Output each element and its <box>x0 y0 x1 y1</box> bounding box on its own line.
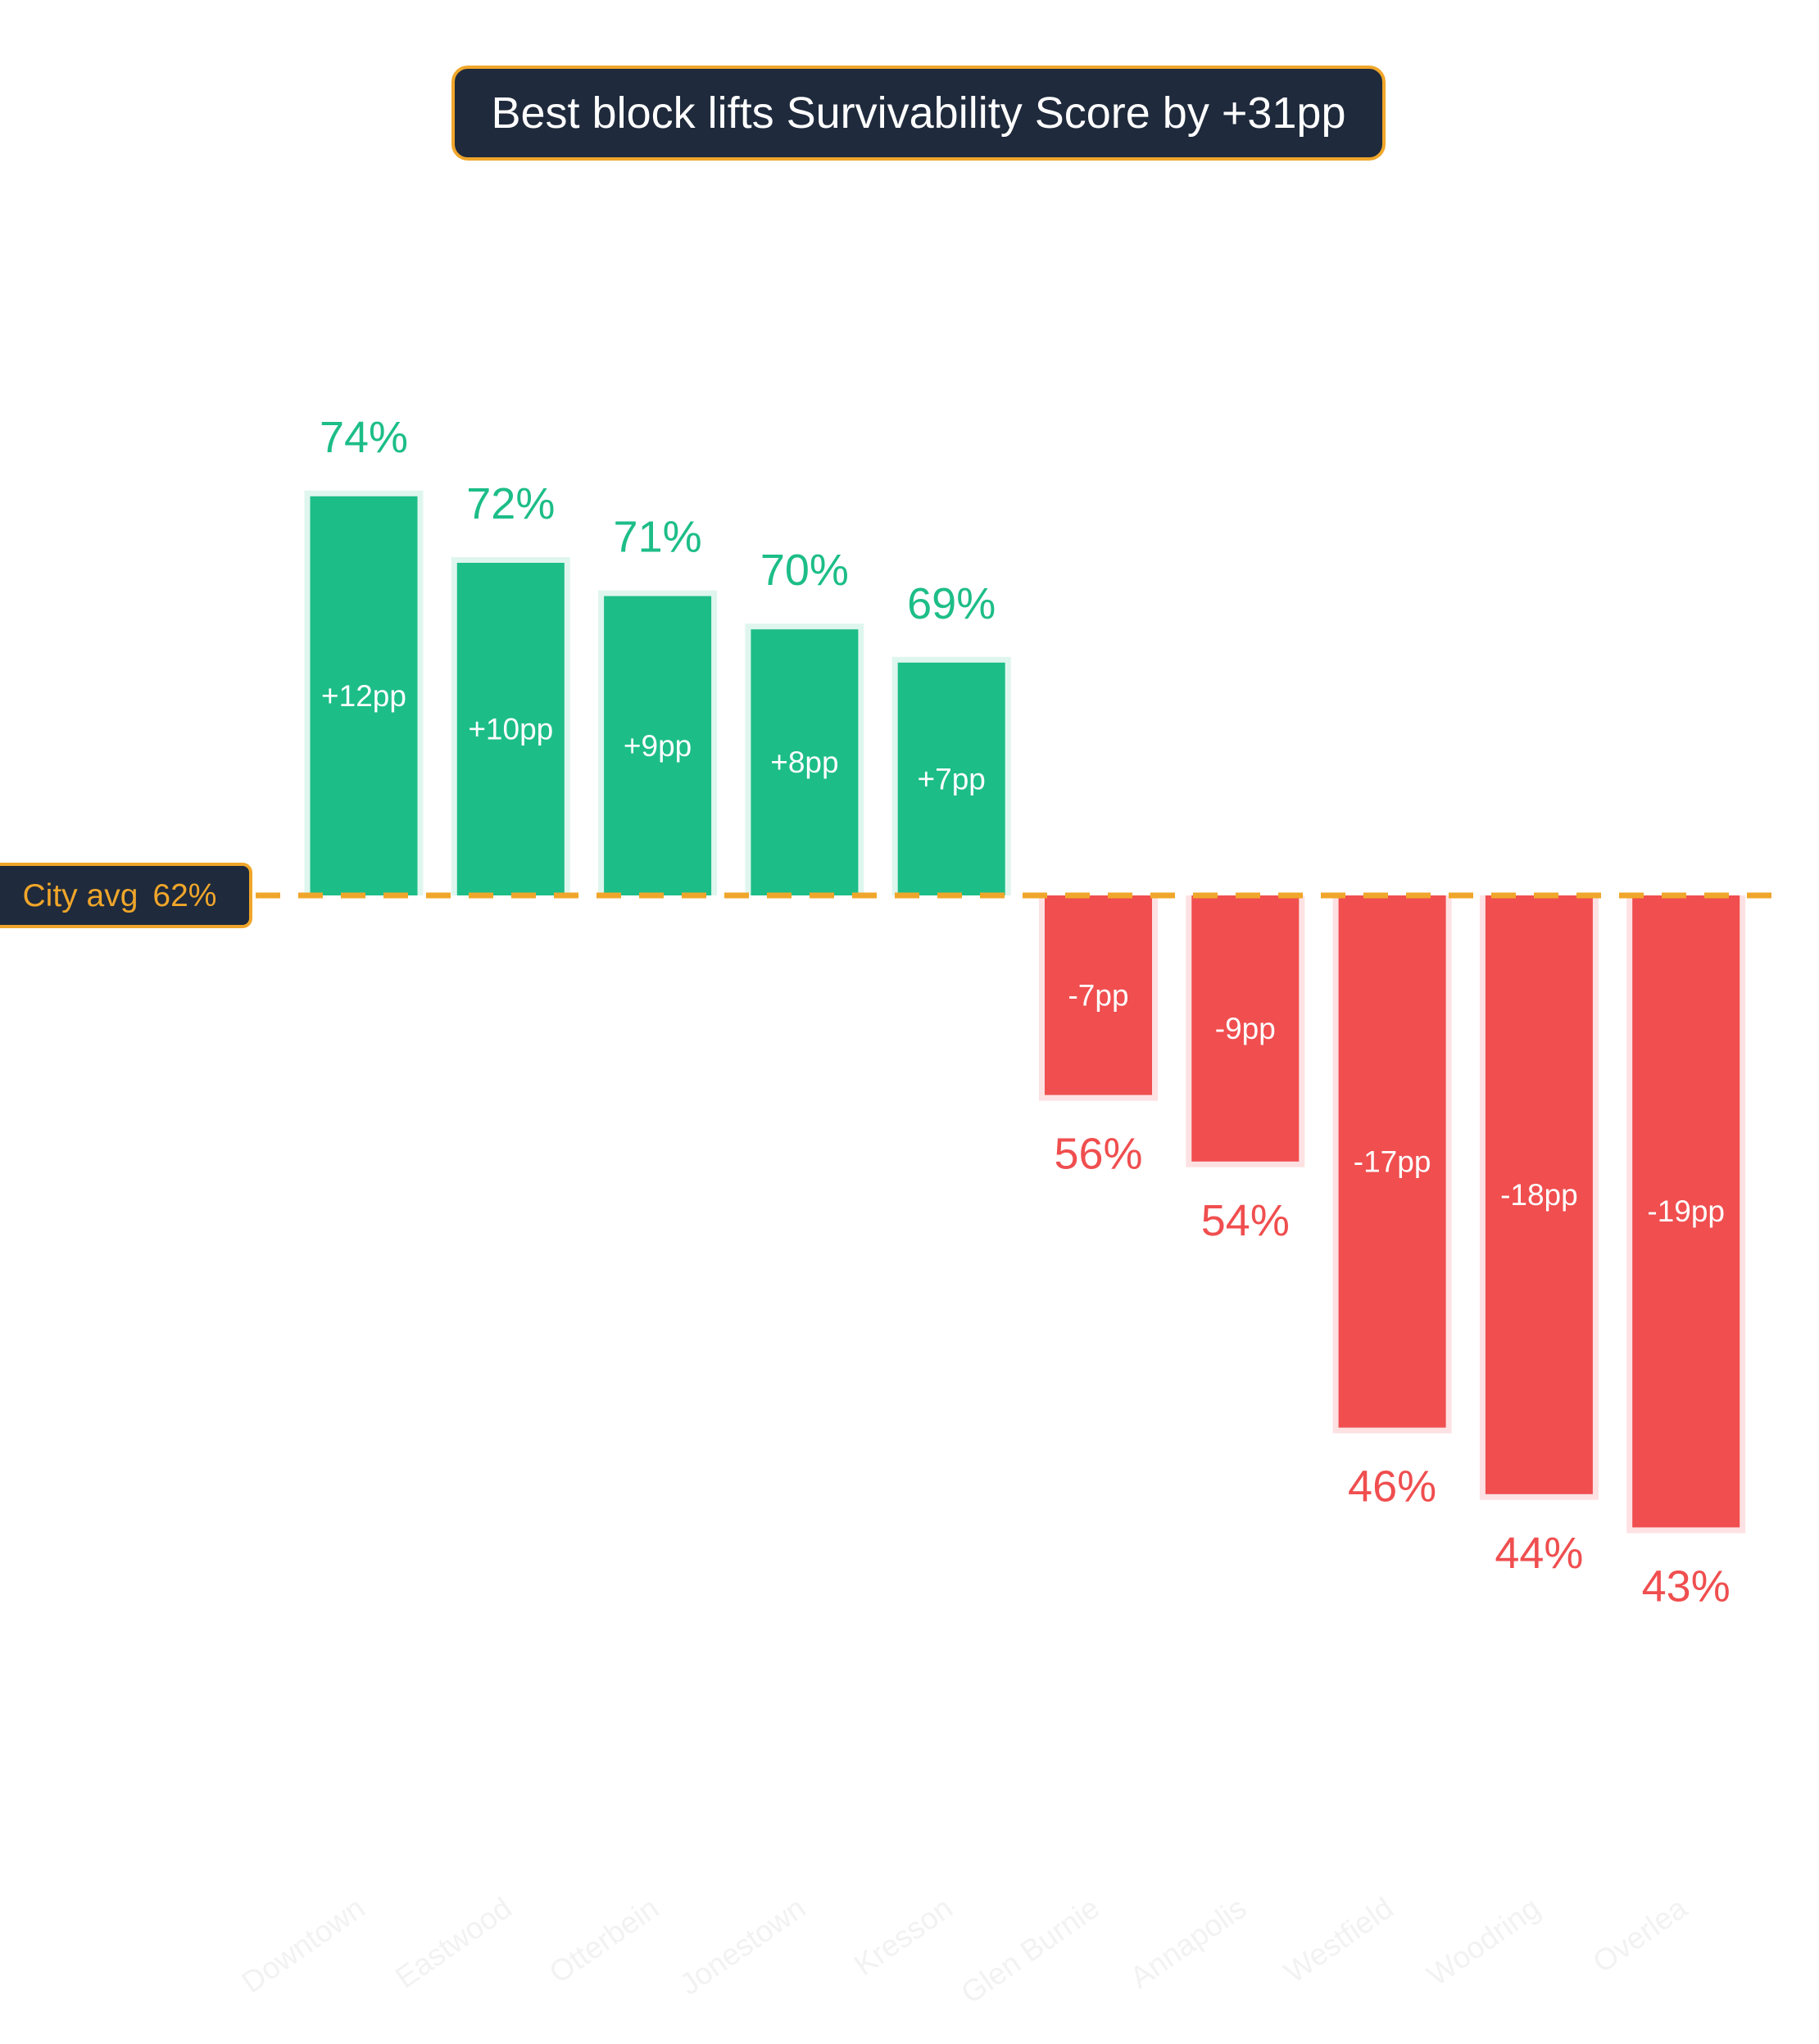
baseline-layer: City avg 62% <box>0 863 1786 928</box>
category-tick-label: Overlea <box>1587 1891 1694 1979</box>
bar <box>751 629 859 895</box>
bar-value-label: 69% <box>907 579 996 628</box>
bar-delta-label: +12pp <box>321 679 406 713</box>
city-average-badge-text: City avg 62% <box>23 878 217 913</box>
bar-group: -19pp 43% Overlea <box>1587 895 1746 1979</box>
bar-delta-label: +10pp <box>468 713 553 746</box>
bar-value-label: 70% <box>760 546 849 595</box>
title-badge <box>451 66 1386 161</box>
bar-value-label: 54% <box>1201 1196 1290 1245</box>
bars-layer: +12pp 74% Downtown +10pp 72% Eastwood +9pp 71% O… <box>236 413 1746 2010</box>
bar-value-label: 74% <box>320 413 408 462</box>
bar <box>310 496 418 895</box>
category-tick-label: Otterbein <box>543 1891 665 1990</box>
bar-value-label: 56% <box>1054 1130 1142 1179</box>
bar-group: -17pp 46% Westfield <box>1278 895 1452 1989</box>
bar-value-label: 46% <box>1348 1462 1436 1511</box>
bar-group: -7pp 56% Glen Burnie <box>955 895 1158 2010</box>
bar-group: -18pp 44% Woodring <box>1421 895 1599 1992</box>
category-tick-label: Kresson <box>848 1891 959 1982</box>
bar <box>604 596 712 895</box>
bar-delta-label: -18pp <box>1500 1178 1578 1212</box>
bar <box>1191 895 1300 1162</box>
bar <box>1338 895 1446 1428</box>
chart-title: Best block lifts Survivability Score by … <box>492 88 1346 138</box>
city-average-label: City avg <box>23 878 138 913</box>
title-layer: Best block lifts Survivability Score by … <box>451 66 1386 161</box>
bar-value-label: 44% <box>1495 1529 1583 1578</box>
bar <box>897 662 1005 895</box>
bar-group: +7pp 69% Kresson <box>848 579 1011 1982</box>
bar <box>1632 895 1740 1528</box>
category-tick-label: Westfield <box>1278 1891 1399 1989</box>
bar-group: +12pp 74% Downtown <box>236 413 424 2000</box>
city-average-badge <box>0 863 252 928</box>
bar-delta-label: +7pp <box>918 762 986 795</box>
bar-delta-label: -17pp <box>1354 1144 1431 1178</box>
bar-group: +9pp 71% Otterbein <box>543 513 718 1990</box>
bar-delta-label: -7pp <box>1068 978 1128 1012</box>
category-tick-label: Glen Burnie <box>955 1891 1106 2010</box>
bar <box>456 563 565 895</box>
category-tick-label: Woodring <box>1421 1891 1546 1992</box>
bar-value-label: 72% <box>466 479 555 528</box>
bar <box>1045 895 1152 1095</box>
city-average-value: 62% <box>152 878 216 913</box>
bar-group: +10pp 72% Eastwood <box>389 479 570 1995</box>
bar-value-label: 71% <box>614 513 702 562</box>
category-tick-label: Jonestown <box>674 1891 811 2001</box>
bar-delta-label: -9pp <box>1215 1012 1276 1045</box>
bar <box>1485 895 1593 1494</box>
bar-delta-label: +8pp <box>770 746 838 779</box>
category-tick-label: Downtown <box>236 1891 371 2000</box>
category-tick-label: Annapolis <box>1124 1891 1253 1995</box>
category-tick-label: Eastwood <box>389 1891 518 1995</box>
bar-delta-label: -19pp <box>1647 1194 1725 1228</box>
bar-delta-label: +9pp <box>624 729 692 763</box>
bar-value-label: 43% <box>1642 1561 1731 1611</box>
